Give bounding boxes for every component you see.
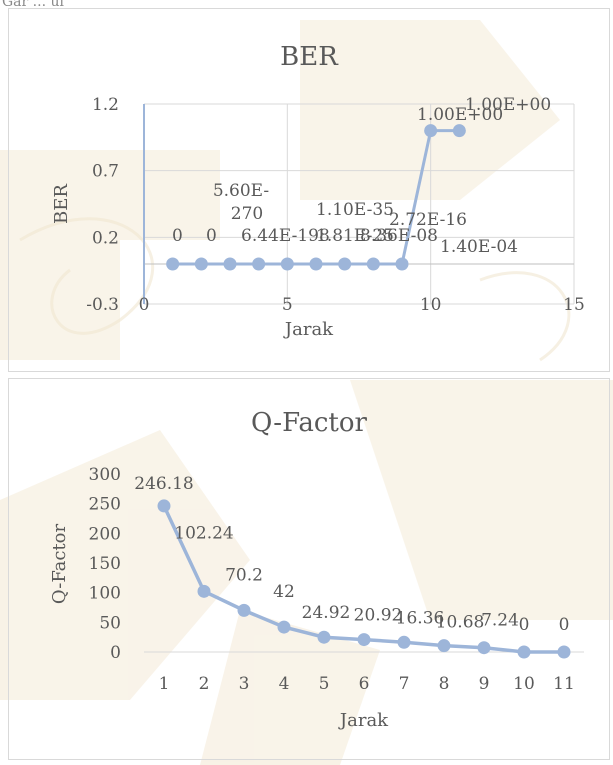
ber-data-label: 1.81E-25 (316, 226, 394, 246)
ber-chart-title: BER (280, 42, 339, 72)
q-factor-data-point (477, 641, 491, 655)
q-factor-data-point (517, 645, 531, 659)
q-factor-y-tick-label: 150 (89, 554, 121, 574)
q-factor-y-tick-label: 200 (89, 524, 121, 544)
ber-x-tick-label: 0 (139, 295, 150, 315)
q-factor-data-label: 246.18 (134, 474, 193, 494)
q-factor-x-tick-label: 2 (199, 674, 210, 694)
q-factor-data-label: 24.92 (302, 603, 351, 623)
q-factor-y-axis-title: Q-Factor (49, 523, 70, 604)
q-factor-data-label: 42 (273, 582, 295, 602)
ber-chart-svg: BER 1.2 0.7 0.2 -0.3 0 5 10 15 Jarak BER 0 0 6.44E-19… (51, 42, 585, 340)
ber-data-label: 1.00E+00 (465, 95, 551, 115)
q-factor-y-tick-label: 250 (89, 495, 121, 515)
q-factor-data-label: 7.24 (481, 611, 519, 631)
ber-data-point (194, 257, 208, 271)
ber-chart: BER 1.2 0.7 0.2 -0.3 0 5 10 15 Jarak BER 0 0 6.44E-19… (8, 8, 610, 372)
ber-data-point (452, 124, 466, 138)
ber-data-label: 8.36E-08 (360, 226, 438, 246)
q-factor-x-tick-label: 6 (359, 674, 370, 694)
ber-data-point (280, 257, 294, 271)
q-factor-y-tick-label: 300 (89, 465, 121, 485)
ber-x-tick-label: 15 (563, 295, 585, 315)
q-factor-x-tick-label: 1 (159, 674, 170, 694)
ber-data-label: 1.40E-04 (440, 237, 518, 257)
ber-data-point (166, 257, 180, 271)
q-factor-data-point (397, 635, 411, 649)
ber-data-point (252, 257, 266, 271)
ber-data-point (395, 257, 409, 271)
ber-x-tick-label: 10 (420, 295, 442, 315)
q-factor-data-label: 70.2 (225, 565, 263, 585)
q-factor-data-point (357, 633, 371, 647)
ber-data-label: 0 (172, 226, 183, 246)
q-factor-x-tick-label: 7 (399, 674, 410, 694)
q-factor-data-point (237, 603, 251, 617)
q-factor-data-point (277, 620, 291, 634)
ber-x-tick-label: 5 (282, 295, 293, 315)
ber-data-point (366, 257, 380, 271)
q-factor-y-tick-label: 0 (110, 643, 121, 663)
q-factor-data-label: 0 (519, 615, 530, 635)
ber-y-tick-label: 0.7 (92, 162, 119, 182)
q-factor-x-tick-label: 3 (239, 674, 250, 694)
q-factor-x-axis-title: Jarak (338, 710, 389, 731)
q-factor-data-label: 16.36 (396, 608, 445, 628)
q-factor-data-label: 20.92 (354, 606, 403, 626)
ber-data-label: 6.44E-198 (241, 226, 330, 246)
q-factor-data-label: 102.24 (174, 523, 233, 543)
q-factor-x-tick-label: 9 (479, 674, 490, 694)
q-factor-chart: Q-Factor 300 250 200 150 100 50 0 1 2 3 4 5 6 7 8 9 10 11 J… (8, 378, 610, 760)
ber-data-label: 1.00E+00 (417, 105, 503, 125)
q-factor-data-label: 10.68 (436, 613, 485, 633)
ber-data-point (309, 257, 323, 271)
q-factor-data-point (437, 639, 451, 653)
q-factor-chart-svg: Q-Factor 300 250 200 150 100 50 0 1 2 3 4 5 6 7 8 9 10 11 J… (49, 408, 584, 731)
q-factor-data-point (557, 645, 571, 659)
q-factor-x-tick-label: 10 (513, 674, 535, 694)
ber-data-label: 2.72E-16 (389, 210, 467, 230)
q-factor-data-point (197, 584, 211, 598)
q-factor-x-tick-label: 5 (319, 674, 330, 694)
ber-data-label: 1.10E-35 (316, 200, 394, 220)
ber-y-tick-label: 0.2 (92, 228, 119, 248)
ber-y-axis-title: BER (51, 184, 72, 224)
ber-y-tick-label: -0.3 (86, 295, 119, 315)
q-factor-y-tick-label: 50 (99, 613, 121, 633)
q-factor-chart-title: Q-Factor (251, 408, 367, 438)
ber-data-label: 270 (231, 204, 263, 224)
ber-data-point (223, 257, 237, 271)
ber-x-axis-title: Jarak (283, 319, 334, 340)
ber-data-label: 0 (206, 226, 217, 246)
q-factor-data-label: 0 (559, 615, 570, 635)
ber-data-point (424, 124, 438, 138)
q-factor-data-point (157, 499, 171, 513)
q-factor-y-tick-label: 100 (89, 584, 121, 604)
ber-y-tick-label: 1.2 (92, 95, 119, 115)
ber-data-label: 5.60E- (213, 181, 269, 201)
q-factor-x-tick-label: 11 (553, 674, 575, 694)
ber-data-point (338, 257, 352, 271)
q-factor-x-tick-label: 8 (439, 674, 450, 694)
page-caption: Gar ... ul (2, 0, 64, 10)
q-factor-x-tick-label: 4 (279, 674, 290, 694)
q-factor-data-point (317, 630, 331, 644)
